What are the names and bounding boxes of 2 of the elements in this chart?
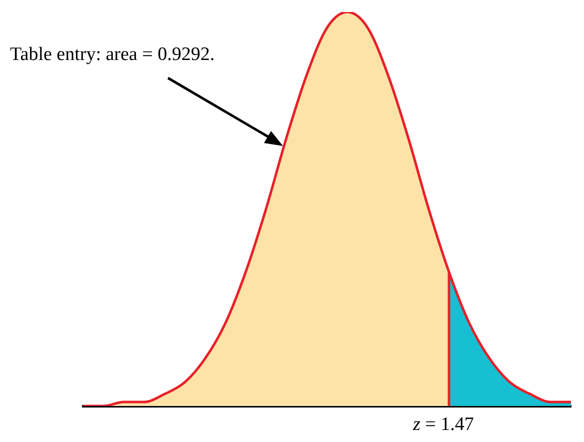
- annotation: Table entry: area = 0.9292.: [10, 44, 215, 66]
- text: z = 1.47: [413, 414, 474, 436]
